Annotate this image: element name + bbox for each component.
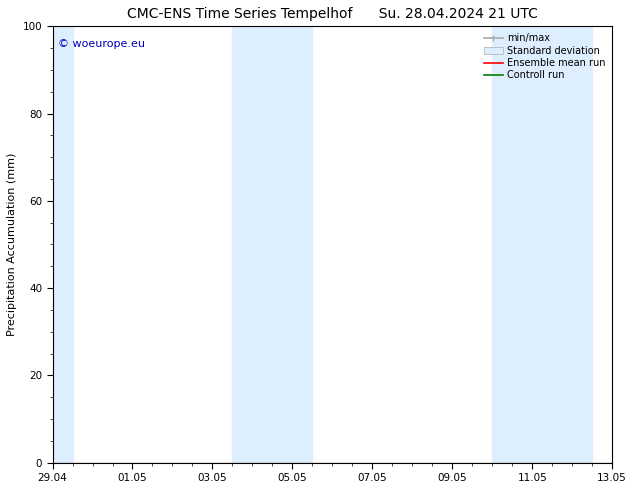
Title: CMC-ENS Time Series Tempelhof      Su. 28.04.2024 21 UTC: CMC-ENS Time Series Tempelhof Su. 28.04.… — [127, 7, 538, 21]
Bar — [492, 26, 592, 463]
Bar — [233, 26, 313, 463]
Text: © woeurope.eu: © woeurope.eu — [58, 39, 145, 49]
Legend: min/max, Standard deviation, Ensemble mean run, Controll run: min/max, Standard deviation, Ensemble me… — [482, 31, 607, 82]
Bar — [53, 26, 72, 463]
Y-axis label: Precipitation Accumulation (mm): Precipitation Accumulation (mm) — [7, 153, 17, 336]
